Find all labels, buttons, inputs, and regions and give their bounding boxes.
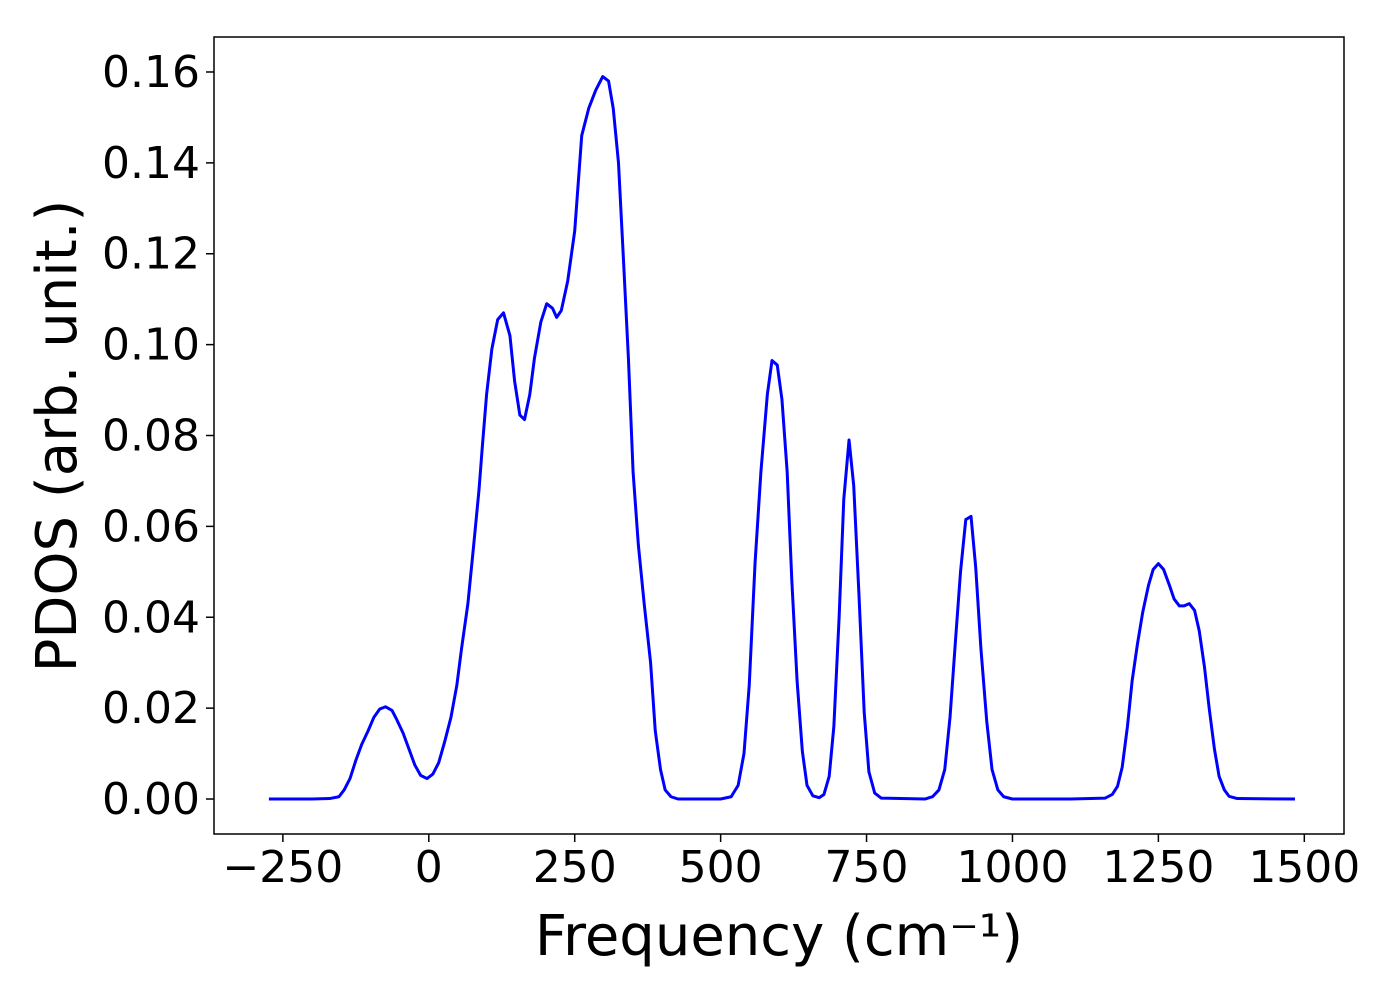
plot-frame <box>213 36 1345 835</box>
y-tick-label: 0.02 <box>102 683 200 734</box>
x-tick-label: 0 <box>415 842 443 893</box>
x-tick-label: 500 <box>679 842 763 893</box>
y-tick-label: 0.08 <box>102 411 200 462</box>
data-line <box>268 75 1295 801</box>
y-tick-label: 0.00 <box>102 774 200 825</box>
y-tick-label: 0.04 <box>102 592 200 643</box>
x-tick-label: 750 <box>825 842 909 893</box>
y-tick-label: 0.06 <box>102 501 200 552</box>
x-tick-label: 1500 <box>1248 842 1360 893</box>
x-tick-label: 1000 <box>956 842 1068 893</box>
x-tick-label: 250 <box>533 842 617 893</box>
y-tick-label: 0.12 <box>102 229 200 280</box>
x-tick-label: 1250 <box>1102 842 1214 893</box>
x-tick-label: −250 <box>222 842 343 893</box>
y-tick-label: 0.10 <box>102 320 200 371</box>
y-tick-label: 0.14 <box>102 138 200 189</box>
x-axis-label: Frequency (cm⁻¹) <box>535 904 1023 969</box>
y-axis-label: PDOS (arb. unit.) <box>25 200 90 673</box>
y-tick-label: 0.16 <box>102 47 200 98</box>
